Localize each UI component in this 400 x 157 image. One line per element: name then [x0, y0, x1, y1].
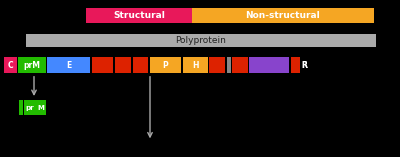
Text: E: E — [66, 61, 71, 70]
FancyBboxPatch shape — [150, 57, 181, 73]
FancyBboxPatch shape — [115, 57, 131, 73]
FancyBboxPatch shape — [192, 8, 374, 23]
FancyBboxPatch shape — [249, 57, 289, 73]
FancyBboxPatch shape — [26, 34, 376, 47]
FancyBboxPatch shape — [232, 57, 248, 73]
Text: M: M — [38, 105, 44, 111]
Text: H: H — [192, 61, 198, 70]
FancyBboxPatch shape — [86, 8, 192, 23]
FancyBboxPatch shape — [36, 100, 46, 115]
FancyBboxPatch shape — [227, 57, 231, 73]
Text: R: R — [302, 61, 307, 70]
FancyBboxPatch shape — [19, 100, 23, 115]
FancyBboxPatch shape — [47, 57, 90, 73]
FancyBboxPatch shape — [18, 57, 46, 73]
Text: Structural: Structural — [113, 11, 165, 20]
Text: Polyprotein: Polyprotein — [176, 36, 226, 45]
FancyBboxPatch shape — [183, 57, 208, 73]
Text: Non-structural: Non-structural — [246, 11, 320, 20]
FancyBboxPatch shape — [209, 57, 225, 73]
Text: prM: prM — [24, 61, 40, 70]
Text: C: C — [8, 61, 13, 70]
FancyBboxPatch shape — [92, 57, 113, 73]
FancyBboxPatch shape — [4, 57, 17, 73]
Text: pr: pr — [25, 105, 34, 111]
FancyBboxPatch shape — [133, 57, 148, 73]
FancyBboxPatch shape — [301, 57, 307, 73]
Text: R: R — [301, 61, 307, 70]
FancyBboxPatch shape — [291, 57, 300, 73]
FancyBboxPatch shape — [24, 100, 36, 115]
Text: P: P — [163, 61, 168, 70]
